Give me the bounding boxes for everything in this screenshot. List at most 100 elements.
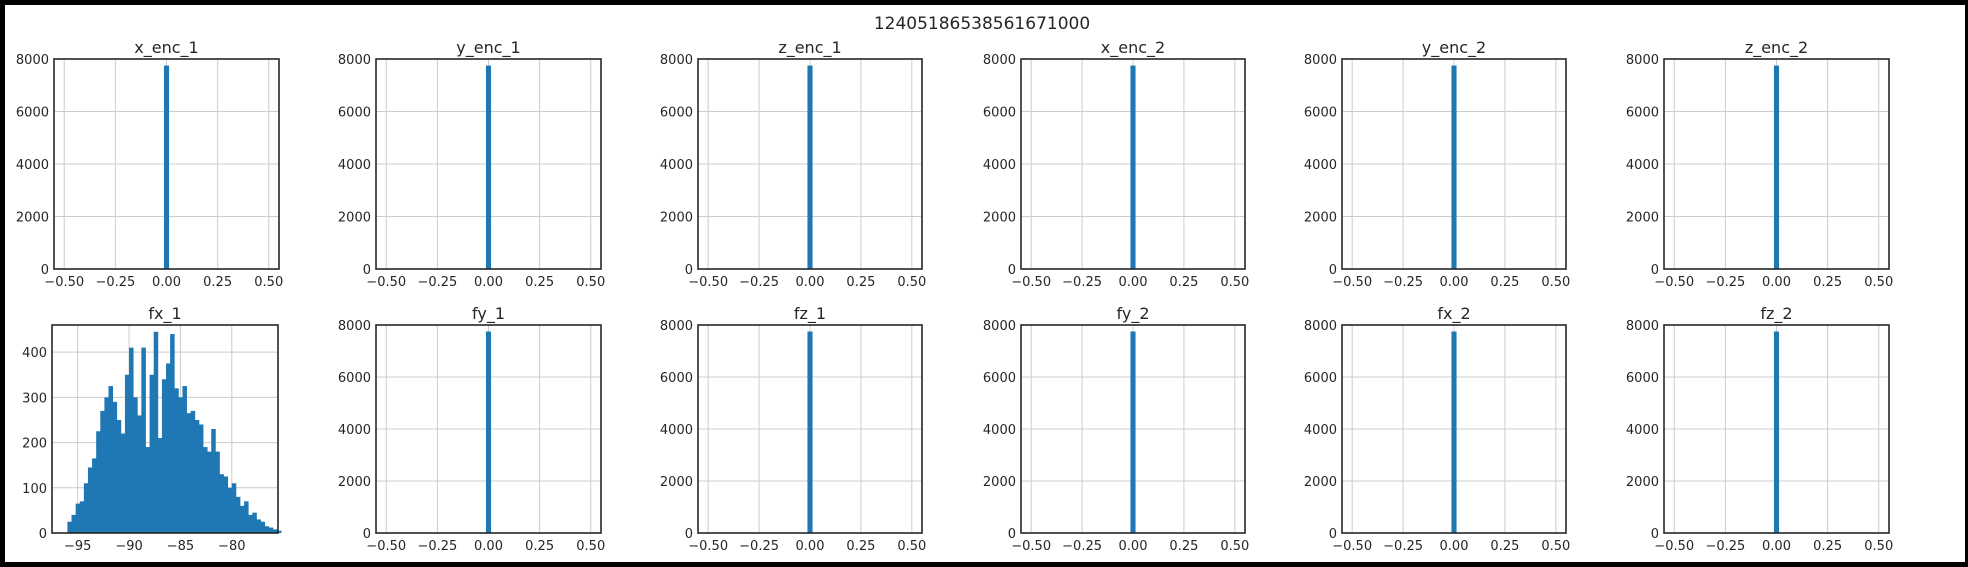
x-tick-label: 0.25 — [1813, 275, 1842, 290]
figure-suptitle: 12405186538561671000 — [874, 14, 1090, 34]
histogram-bar — [244, 501, 249, 533]
histogram-bar — [170, 334, 175, 533]
x-tick-label: 0.00 — [1762, 539, 1791, 554]
figure-frame: 12405186538561671000 −0.50 −0.25 0.00 0.25 0… — [4, 4, 1966, 563]
x-tick-label: 0.25 — [846, 275, 875, 290]
y-tick-label: 6000 — [983, 106, 1016, 121]
axes-frame — [53, 58, 280, 270]
axes-frame — [1341, 324, 1567, 534]
histogram-bar — [1130, 65, 1136, 269]
y-tick-label: 0 — [41, 263, 49, 278]
subplot-fx_1: −95 −90 −85 −80 0 100 200 300 400 fx_1 — [22, 304, 282, 554]
x-tick-label: −0.25 — [1705, 275, 1745, 290]
histogram-bar — [1130, 331, 1136, 533]
y-tick-label: 6000 — [1304, 371, 1337, 386]
y-tick-label: 6000 — [16, 106, 49, 121]
x-tick-label: 0.00 — [796, 539, 825, 554]
y-tick-label: 8000 — [1626, 53, 1659, 68]
y-tick-label: 4000 — [1626, 158, 1659, 173]
histogram-bar — [141, 347, 146, 533]
histogram-bar — [231, 483, 237, 533]
subplot-title: y_enc_2 — [1422, 38, 1486, 58]
x-tick-label: −0.25 — [417, 539, 457, 554]
histogram-bar — [145, 447, 150, 533]
subplot-title: z_enc_2 — [1745, 38, 1808, 58]
x-tick-label: 0.00 — [474, 275, 503, 290]
histogram-bar — [256, 519, 261, 533]
y-tick-label: 2000 — [1304, 211, 1337, 226]
subplot-title: fx_2 — [1437, 304, 1470, 324]
x-tick-label: −85 — [167, 539, 194, 554]
y-tick-label: 4000 — [660, 423, 693, 438]
histogram-bar — [227, 487, 233, 533]
histogram-bar — [104, 397, 109, 533]
histogram-bar — [260, 521, 266, 533]
x-tick-label: 0.00 — [474, 539, 503, 554]
x-tick-label: −0.25 — [1062, 539, 1102, 554]
histogram-figure: 12405186538561671000 −0.50 −0.25 0.00 0.25 0… — [16, 14, 1893, 554]
histogram-bar — [1773, 65, 1780, 269]
y-tick-label: 8000 — [983, 319, 1016, 334]
histogram-bar — [116, 419, 122, 533]
y-tick-label: 0 — [1008, 527, 1016, 542]
subplot-title: z_enc_1 — [778, 38, 841, 58]
y-tick-label: 2000 — [1626, 211, 1659, 226]
x-tick-label: −95 — [64, 539, 91, 554]
y-tick-label: 100 — [22, 482, 47, 497]
x-tick-label: 0.25 — [846, 539, 875, 554]
axes-frame — [375, 324, 602, 534]
subplot-y_enc_2: −0.50 −0.25 0.00 0.25 0.50 0 2000 4000 6000 8000 y… — [1304, 38, 1570, 290]
subplot-title: x_enc_1 — [134, 38, 198, 58]
axes-frame — [1020, 324, 1246, 534]
y-tick-label: 2000 — [983, 475, 1016, 490]
subplot-x_enc_2: −0.50 −0.25 0.00 0.25 0.50 0 2000 4000 6000 8000 x… — [983, 38, 1249, 290]
histogram-bar — [807, 331, 813, 533]
y-tick-label: 0 — [1651, 263, 1659, 278]
histogram-bar — [108, 386, 114, 533]
histogram-bar — [120, 433, 126, 533]
y-tick-label: 0 — [1329, 527, 1337, 542]
y-tick-label: 0 — [39, 527, 47, 542]
axes-frame — [375, 58, 602, 270]
histogram-bar — [194, 419, 200, 533]
histogram-bar — [92, 458, 97, 533]
histogram-bar — [235, 496, 241, 533]
subplot-fx_2: −0.50 −0.25 0.00 0.25 0.50 0 2000 4000 6000 8000 f… — [1304, 304, 1570, 554]
y-tick-label: 8000 — [338, 319, 371, 334]
y-tick-label: 0 — [685, 527, 693, 542]
histogram-bar — [485, 65, 492, 269]
axes-frame — [1341, 58, 1567, 270]
subplot-y_enc_1: −0.50 −0.25 0.00 0.25 0.50 0 2000 4000 6000 8000 y… — [338, 38, 605, 290]
axes-frame — [1663, 58, 1890, 270]
subplot-title: fy_1 — [472, 304, 505, 324]
y-tick-label: 4000 — [16, 158, 49, 173]
histogram-bar — [239, 505, 245, 533]
y-tick-label: 6000 — [983, 371, 1016, 386]
y-tick-label: 4000 — [660, 158, 693, 173]
histogram-bar — [211, 429, 216, 533]
subplot-fy_2: −0.50 −0.25 0.00 0.25 0.50 0 2000 4000 6000 8000 f… — [983, 304, 1249, 554]
histogram-bar — [276, 530, 282, 533]
y-tick-label: 6000 — [338, 371, 371, 386]
y-tick-label: 0 — [685, 263, 693, 278]
histogram-bar — [149, 374, 155, 533]
x-tick-label: −90 — [115, 539, 142, 554]
subplot-z_enc_2: −0.50 −0.25 0.00 0.25 0.50 0 2000 4000 6000 8000 z… — [1626, 38, 1893, 290]
y-tick-label: 8000 — [660, 53, 693, 68]
x-tick-label: 0.50 — [1864, 275, 1893, 290]
histogram-bar — [100, 410, 105, 533]
y-tick-label: 8000 — [660, 319, 693, 334]
x-tick-label: 0.25 — [525, 539, 554, 554]
y-tick-label: 6000 — [1304, 106, 1337, 121]
subplot-x_enc_1: −0.50 −0.25 0.00 0.25 0.50 0 2000 4000 6000 8000 x… — [16, 38, 283, 290]
y-tick-label: 2000 — [16, 211, 49, 226]
x-tick-label: 0.00 — [1119, 275, 1148, 290]
subplot-title: fx_1 — [148, 304, 181, 324]
y-tick-label: 400 — [22, 346, 47, 361]
histogram-bar — [174, 388, 179, 533]
y-tick-label: 300 — [22, 391, 47, 406]
subplot-title: fy_2 — [1117, 304, 1150, 324]
x-tick-label: 0.25 — [1490, 539, 1519, 554]
y-tick-label: 8000 — [1304, 319, 1337, 334]
histogram-bar — [215, 451, 220, 533]
